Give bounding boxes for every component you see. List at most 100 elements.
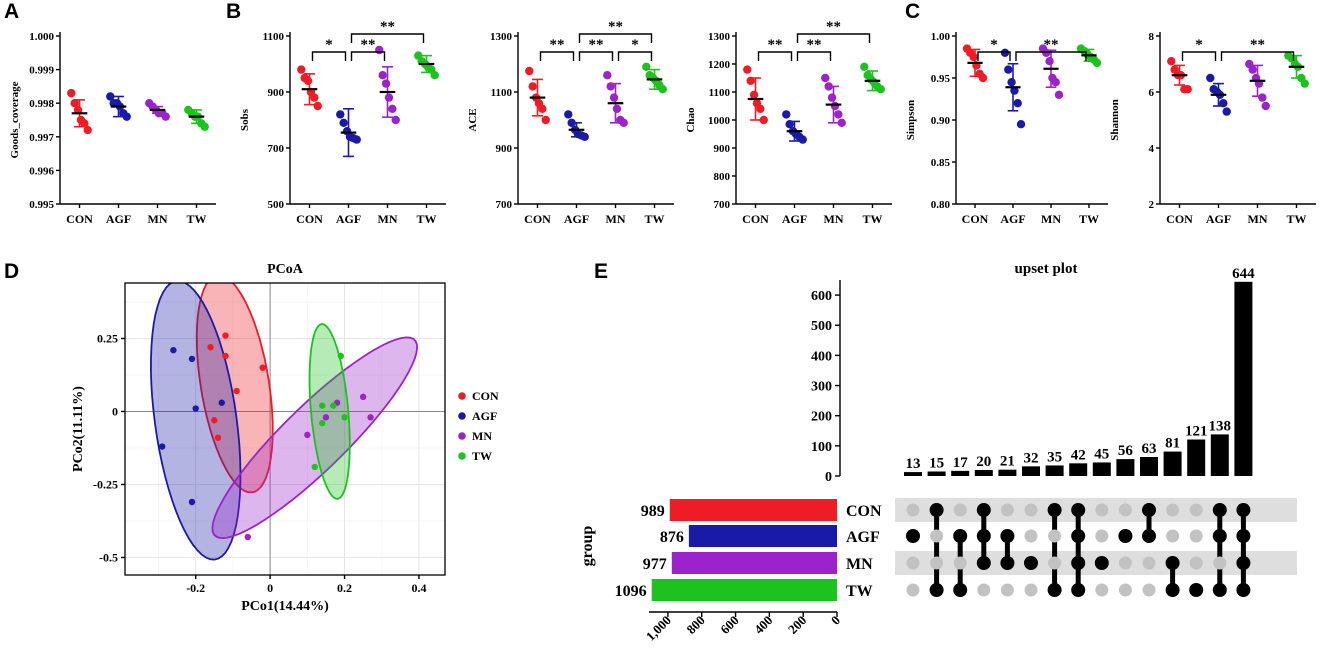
data-point-mn	[821, 73, 830, 83]
matrix-dot-inactive	[1118, 503, 1132, 517]
data-point-agf	[159, 443, 166, 450]
data-point-agf	[122, 112, 131, 121]
y-tick-label: 1000	[708, 115, 731, 127]
y-tick-label: 0.998	[29, 98, 54, 110]
matrix-dot-active	[1165, 583, 1180, 597]
data-point-agf	[192, 405, 199, 412]
x-tick-label: MN	[1041, 212, 1061, 226]
intersection-bar	[1022, 466, 1040, 476]
y-axis-label: Shannon	[1109, 99, 1121, 141]
data-point-con	[528, 82, 537, 91]
data-point-tw	[1092, 58, 1102, 68]
y-tick-label: 0.85	[931, 157, 951, 169]
data-point-con	[222, 352, 229, 360]
x-tick-label: TW	[862, 212, 882, 226]
data-point-con	[310, 93, 319, 102]
matrix-dot-active	[1212, 583, 1227, 597]
data-point-mn	[304, 431, 311, 439]
data-point-agf	[580, 132, 589, 141]
data-point-tw	[642, 62, 651, 71]
significance-bracket	[796, 33, 871, 43]
set-size-bar-agf	[688, 525, 837, 547]
y-axis-label: Goods_coverage	[9, 81, 21, 158]
set-size-bar-tw	[651, 579, 837, 601]
data-point-tw	[337, 352, 345, 360]
x-tick-label: 0	[267, 581, 273, 595]
set-label-mn: MN	[846, 556, 873, 573]
x-tick-label: 600	[717, 613, 741, 637]
y-tick-label: 200	[811, 410, 832, 425]
data-point-mn	[1045, 57, 1054, 66]
matrix-dot-active	[1236, 583, 1251, 597]
data-point-con	[541, 115, 550, 125]
matrix-dot-inactive	[953, 556, 967, 570]
y-tick-label: 700	[714, 199, 731, 211]
upset-plot: upset plot 0 100 200 300 400 500 600 13 15 17 20 21 3…	[579, 261, 1297, 644]
data-point-con	[743, 65, 752, 74]
ellipse-con	[195, 283, 274, 494]
matrix-dot-inactive	[1095, 529, 1109, 543]
significance-bracket	[977, 51, 1011, 61]
x-tick-label: -0.2	[186, 581, 205, 595]
y-tick-label: 0.80	[931, 199, 951, 211]
x-tick-label: AGF	[1000, 212, 1025, 226]
matrix-dot-inactive	[1024, 529, 1038, 543]
matrix-dot-inactive	[1000, 503, 1014, 517]
data-point-agf	[336, 110, 345, 119]
data-point-con	[222, 332, 229, 339]
set-label-tw: TW	[846, 583, 873, 600]
y-tick-label: 0	[825, 470, 832, 485]
significance-label: **	[826, 19, 841, 35]
y-tick-label: 0.999	[29, 65, 54, 77]
matrix-dot-active	[1094, 556, 1109, 570]
x-tick-label: MN	[606, 212, 626, 226]
data-point-mn	[827, 93, 837, 102]
data-point-tw	[319, 419, 326, 427]
goods-coverage-plot: 0.995 0.996 0.997 0.998 0.999 1.000 CON AGF MN TW…	[9, 31, 216, 226]
intersection-bar	[1092, 462, 1111, 476]
x-tick-label: TW	[1079, 212, 1099, 226]
matrix-dot-active	[1047, 503, 1062, 517]
data-point-agf	[564, 110, 573, 119]
set-label-agf: AGF	[846, 529, 880, 546]
data-point-mn	[609, 93, 619, 102]
intersection-bar	[1116, 459, 1135, 476]
data-point-mn	[367, 414, 374, 421]
y-tick-label: 900	[268, 87, 285, 99]
data-point-mn	[837, 118, 846, 128]
intersection-bar	[1140, 457, 1158, 476]
set-size-label-con: 989	[641, 503, 665, 520]
data-point-mn	[375, 45, 384, 55]
y-tick-label: 1200	[708, 59, 731, 71]
x-axis-label: PCo1(14.44%)	[241, 599, 329, 614]
y-axis-label: ACE	[467, 108, 479, 131]
y-tick-label: 1100	[263, 31, 285, 43]
x-tick-label: CON	[66, 212, 93, 226]
data-point-tw	[860, 62, 869, 71]
bar-value-label: 644	[1232, 266, 1255, 282]
y-tick-label: 900	[714, 143, 731, 155]
y-tick-label: 1.00	[931, 31, 951, 43]
bar-value-label: 42	[1071, 447, 1086, 463]
legend-marker-agf	[458, 412, 466, 420]
significance-label: **	[807, 37, 822, 53]
data-point-con	[211, 417, 218, 424]
y-tick-label: 500	[811, 319, 832, 334]
y-tick-label: 0.995	[29, 199, 54, 211]
matrix-dot-inactive	[1189, 556, 1203, 570]
y-tick-label: 600	[811, 289, 832, 304]
data-point-con	[749, 90, 759, 100]
matrix-dot-inactive	[1189, 529, 1203, 543]
x-tick-label: CON	[742, 212, 769, 226]
y-tick-label: 4	[1149, 143, 1155, 155]
matrix-dot-active	[953, 529, 968, 543]
significance-bracket	[1220, 51, 1295, 61]
x-tick-label: TW	[186, 212, 206, 226]
matrix-dot-inactive	[1142, 583, 1156, 597]
matrix-dot-inactive	[1142, 556, 1156, 570]
data-point-con	[756, 104, 765, 114]
y-axis-label: Sobs	[239, 108, 251, 131]
significance-label: *	[1195, 37, 1203, 53]
matrix-dot-active	[976, 556, 991, 570]
significance-label: **	[380, 19, 395, 35]
